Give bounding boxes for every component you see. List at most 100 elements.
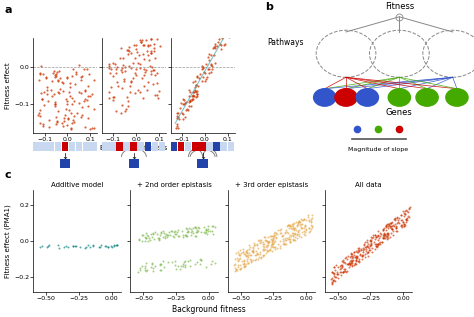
- Point: [251, 257, 259, 262]
- Point: [114, 79, 121, 84]
- Point: [383, 223, 390, 229]
- Point: [292, 220, 300, 225]
- Point: [139, 95, 146, 100]
- Text: ↓: ↓: [130, 152, 137, 161]
- Point: [273, 231, 281, 236]
- Point: [44, 87, 51, 93]
- Point: [337, 269, 345, 274]
- Point: [337, 269, 344, 274]
- Point: [195, 226, 203, 231]
- Point: [344, 262, 351, 267]
- Point: [289, 230, 296, 235]
- Point: [350, 262, 358, 268]
- Point: [367, 238, 375, 243]
- Point: [36, 110, 43, 115]
- Point: [381, 233, 388, 238]
- Point: [139, 232, 147, 237]
- Point: [192, 89, 200, 94]
- Point: [383, 223, 390, 228]
- Point: [293, 231, 301, 236]
- Point: [398, 212, 405, 217]
- Point: [192, 95, 200, 100]
- Point: [376, 241, 383, 246]
- Point: [372, 232, 379, 237]
- Point: [381, 235, 389, 240]
- Point: [84, 93, 92, 98]
- Point: [256, 241, 264, 246]
- Point: [67, 125, 75, 130]
- Point: [203, 230, 210, 235]
- Point: [239, 249, 247, 254]
- Point: [147, 36, 155, 41]
- Point: [208, 229, 216, 234]
- Point: [133, 50, 140, 55]
- Point: [43, 92, 51, 97]
- Point: [296, 220, 303, 225]
- Point: [148, 261, 155, 266]
- Point: [132, 73, 139, 78]
- Point: [387, 223, 395, 228]
- Point: [297, 234, 305, 239]
- Point: [390, 223, 398, 229]
- Point: [132, 47, 140, 52]
- Point: [181, 100, 188, 105]
- Point: [105, 244, 112, 249]
- Point: [187, 99, 194, 104]
- Point: [121, 69, 128, 74]
- Point: [112, 70, 119, 75]
- Point: [232, 250, 240, 256]
- Point: [193, 91, 201, 96]
- Point: [149, 64, 156, 69]
- Point: [68, 126, 75, 131]
- Point: [124, 98, 132, 103]
- Point: [300, 226, 308, 231]
- Point: [301, 216, 308, 221]
- Point: [206, 229, 214, 234]
- Point: [142, 268, 150, 274]
- Point: [198, 257, 205, 262]
- Point: [131, 90, 138, 95]
- Point: [284, 222, 292, 227]
- Point: [369, 233, 377, 238]
- Point: [151, 230, 158, 235]
- Point: [174, 111, 182, 116]
- Point: [405, 207, 413, 212]
- Point: [306, 229, 314, 234]
- Point: [228, 23, 236, 28]
- Point: [219, 27, 226, 32]
- Point: [56, 75, 64, 81]
- Point: [172, 231, 179, 236]
- Point: [102, 243, 110, 248]
- Point: [399, 219, 407, 224]
- Point: [191, 261, 199, 266]
- Point: [136, 89, 144, 94]
- Point: [61, 118, 68, 123]
- Point: [88, 126, 95, 131]
- Point: [341, 267, 348, 272]
- Point: [260, 234, 268, 239]
- Point: [182, 226, 190, 231]
- Point: [52, 122, 60, 127]
- Point: [205, 66, 213, 71]
- Point: [254, 238, 262, 243]
- Point: [290, 232, 298, 237]
- Point: [374, 229, 382, 234]
- Point: [135, 52, 142, 57]
- Point: [203, 231, 210, 236]
- Point: [344, 256, 351, 261]
- Point: [127, 80, 135, 85]
- Point: [398, 224, 405, 229]
- Point: [86, 126, 94, 131]
- Point: [144, 44, 152, 49]
- Point: [262, 244, 269, 249]
- Point: [264, 235, 272, 240]
- Point: [294, 230, 301, 235]
- Point: [307, 219, 315, 224]
- Point: [270, 233, 278, 238]
- Point: [328, 276, 335, 281]
- Point: [82, 245, 89, 250]
- Point: [185, 100, 192, 105]
- Point: [234, 249, 241, 255]
- Point: [164, 232, 172, 237]
- Point: [245, 251, 252, 256]
